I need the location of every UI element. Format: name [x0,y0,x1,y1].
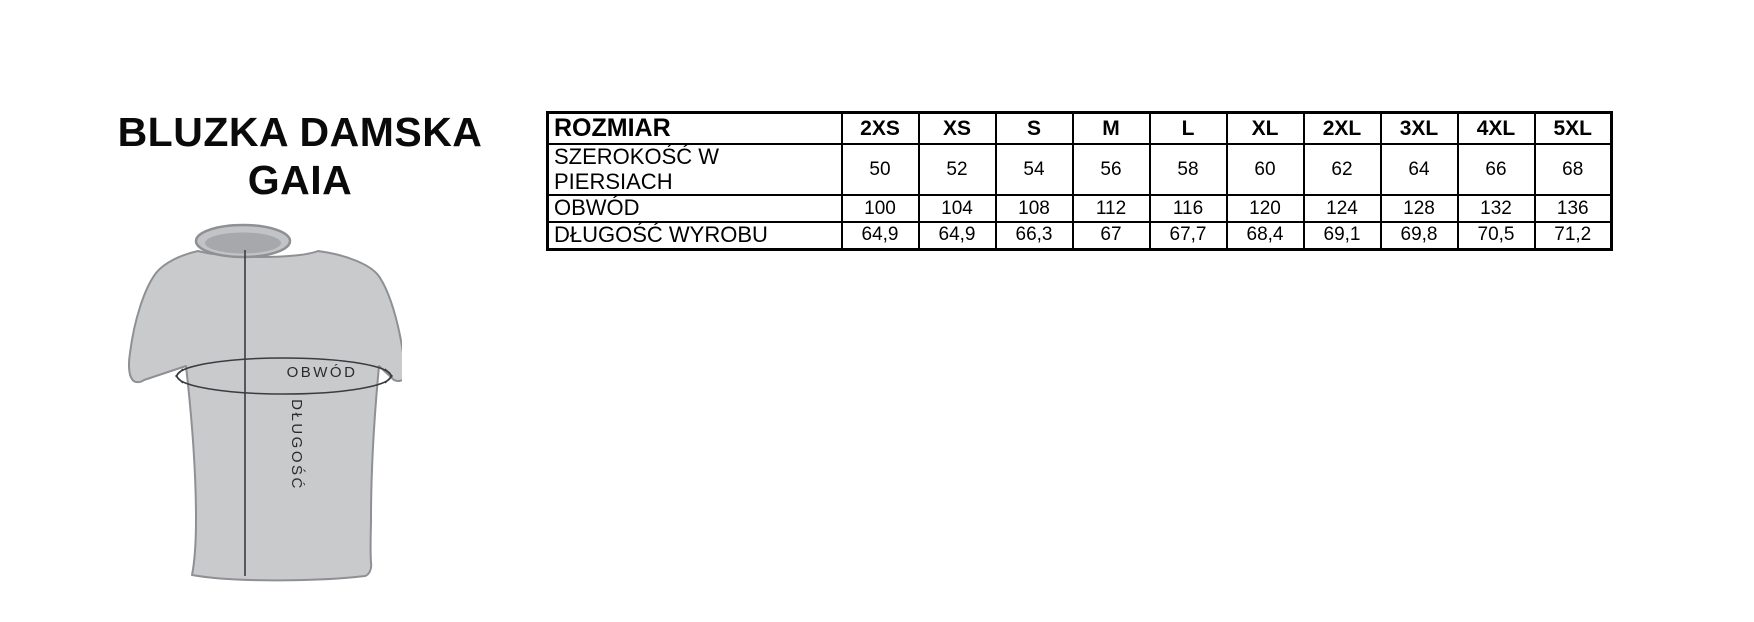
table-cell: 54 [994,142,1074,197]
table-cell: 50 [840,142,920,197]
table-cell: 68 [1533,142,1613,197]
row-label-product-length: DŁUGOŚĆ WYROBU [546,220,843,251]
table-cell: 67 [1071,220,1151,251]
row-label-chest-width: SZEROKOŚĆ W PIERSIACH [546,142,843,197]
table-cell: 124 [1302,194,1382,223]
tshirt-measurement-diagram: OBWÓD DŁUGOŚĆ [122,218,402,582]
tshirt-collar-inner [205,232,281,254]
length-diagram-label: DŁUGOŚĆ [288,399,306,491]
size-col-header-s: S [994,111,1074,145]
table-cell: 67,7 [1148,220,1228,251]
size-col-header-xs: XS [917,111,997,145]
girth-arrow-right [384,368,394,384]
table-cell: 64,9 [917,220,997,251]
table-cell: 70,5 [1456,220,1536,251]
table-cell: 66,3 [994,220,1074,251]
size-col-header-l: L [1148,111,1228,145]
table-cell: 108 [994,194,1074,223]
table-cell: 52 [917,142,997,197]
size-col-header-5xl: 5XL [1533,111,1613,145]
size-row-header: ROZMIAR [546,111,843,145]
product-title: BLUZKA DAMSKA GAIA [88,108,512,205]
table-cell: 64 [1379,142,1459,197]
tshirt-body [127,250,402,582]
size-col-header-m: M [1071,111,1151,145]
table-cell: 68,4 [1225,220,1305,251]
table-cell: 132 [1456,194,1536,223]
size-col-header-xl: XL [1225,111,1305,145]
size-col-header-2xs: 2XS [840,111,920,145]
size-col-header-4xl: 4XL [1456,111,1536,145]
product-title-line2: GAIA [247,157,353,204]
table-cell: 100 [840,194,920,223]
table-row-chest-width: SZEROKOŚĆ W PIERSIACH 50 52 54 56 58 60 … [546,142,1613,197]
table-cell: 60 [1225,142,1305,197]
table-cell: 66 [1456,142,1536,197]
size-col-header-3xl: 3XL [1379,111,1459,145]
table-cell: 112 [1071,194,1151,223]
table-cell: 116 [1148,194,1228,223]
table-cell: 58 [1148,142,1228,197]
table-cell: 62 [1302,142,1382,197]
size-col-header-2xl: 2XL [1302,111,1382,145]
table-header-row: ROZMIAR 2XS XS S M L XL 2XL 3XL 4XL 5XL [546,111,1613,145]
table-cell: 69,1 [1302,220,1382,251]
table-cell: 64,9 [840,220,920,251]
table-cell: 69,8 [1379,220,1459,251]
table-cell: 128 [1379,194,1459,223]
table-row-girth: OBWÓD 100 104 108 112 116 120 124 128 13… [546,194,1613,223]
table-cell: 120 [1225,194,1305,223]
table-cell: 136 [1533,194,1613,223]
table-row-product-length: DŁUGOŚĆ WYROBU 64,9 64,9 66,3 67 67,7 68… [546,220,1613,251]
table-cell: 71,2 [1533,220,1613,251]
table-cell: 104 [917,194,997,223]
table-cell: 56 [1071,142,1151,197]
girth-arrow-left [174,368,184,384]
size-table: ROZMIAR 2XS XS S M L XL 2XL 3XL 4XL 5XL … [546,111,1613,251]
girth-diagram-label: OBWÓD [287,364,358,381]
tshirt-illustration: OBWÓD DŁUGOŚĆ [127,223,402,582]
row-label-girth: OBWÓD [546,194,843,223]
product-title-line1: BLUZKA DAMSKA [117,109,483,155]
